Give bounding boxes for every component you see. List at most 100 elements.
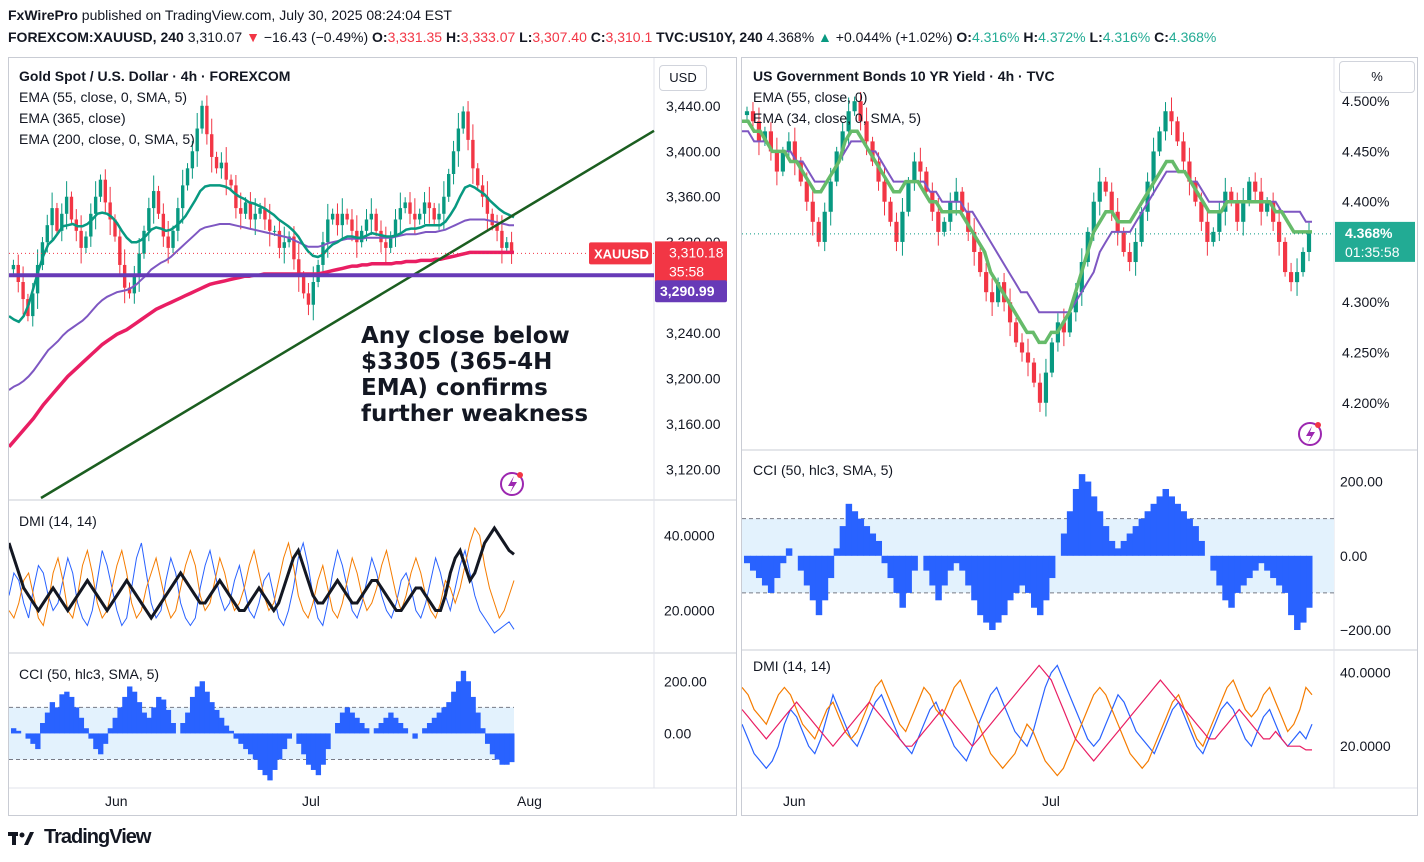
- gold-cci-bar: [397, 723, 404, 734]
- gold-candle: [287, 236, 291, 243]
- bond-ytick: 4.450%: [1342, 143, 1389, 159]
- sym2-change: +0.044% (+1.02%): [835, 29, 953, 45]
- bond-adx-line: [742, 664, 1312, 762]
- bond-cci-bar: [1013, 555, 1020, 593]
- note-line-4: further weakness: [361, 401, 589, 427]
- gold-cci-bar: [441, 707, 447, 734]
- gold-candle: [413, 213, 417, 220]
- bond-candle: [1235, 201, 1240, 222]
- gold-cci-bar: [393, 717, 399, 734]
- gold-cci-bar: [233, 733, 239, 739]
- gold-candle: [98, 179, 103, 197]
- gold-candle: [277, 230, 282, 248]
- bond-dmi-plus-line: [742, 664, 1313, 770]
- sym2-close: 4.368%: [1168, 29, 1217, 45]
- tradingview-footer[interactable]: TradingView: [8, 826, 151, 849]
- bond-candle: [1205, 221, 1210, 242]
- bond-candle: [1019, 342, 1025, 353]
- bond-candle: [882, 181, 887, 202]
- sym1-down-arrow: ▼: [246, 29, 260, 45]
- gold-cci-bar: [49, 702, 56, 734]
- bond-cci-bar: [881, 555, 888, 564]
- gold-cci-bar: [160, 699, 167, 734]
- gold-candle: [311, 282, 315, 305]
- gold-cci-bar: [223, 725, 230, 734]
- bond-candle: [1097, 181, 1102, 202]
- bond-cci-bar: [923, 555, 930, 571]
- gold-candle: [340, 213, 344, 226]
- gold-candle: [490, 213, 494, 226]
- annotation-note: Any close below $3305 (365-4H EMA) confi…: [361, 323, 588, 427]
- gold-candle: [89, 213, 93, 237]
- bond-candle: [1163, 111, 1168, 132]
- bond-cci-bar: [887, 555, 894, 579]
- gold-candle: [447, 174, 451, 197]
- gold-candle: [253, 213, 257, 220]
- gold-chart-panel[interactable]: 3,440.003,400.003,360.003,320.003,240.00…: [8, 57, 737, 816]
- gold-candle: [335, 213, 340, 226]
- gold-chart-title: Gold Spot / U.S. Dollar · 4h · FOREXCOM: [19, 68, 291, 84]
- sym1-last: 3,310.07: [187, 29, 243, 45]
- gold-candle: [84, 236, 88, 248]
- gold-cci-bar: [194, 686, 201, 734]
- gold-candle: [292, 236, 296, 260]
- gold-unit-button[interactable]: USD: [659, 65, 707, 91]
- gold-cci-bar: [136, 702, 143, 734]
- gold-cci-bar: [465, 681, 471, 734]
- gold-cci-bar: [262, 733, 268, 776]
- gold-ytick: 3,400.00: [666, 143, 721, 159]
- gold-candle: [190, 151, 195, 169]
- gold-xtick: Aug: [517, 793, 542, 809]
- bond-candle: [918, 161, 923, 172]
- bond-cci-bar: [1078, 474, 1086, 556]
- bond-unit-button[interactable]: %: [1339, 61, 1415, 93]
- bond-candle: [1151, 151, 1156, 182]
- bond-candle: [1133, 241, 1138, 263]
- bond-alert-dot: [1315, 422, 1321, 428]
- bond-cci-bar: [767, 555, 775, 593]
- gold-chart-svg[interactable]: 3,440.003,400.003,360.003,320.003,240.00…: [9, 58, 736, 815]
- gold-cci-bar: [383, 717, 389, 734]
- bond-cci-bar: [1156, 496, 1164, 556]
- gold-adx-line: [9, 525, 515, 621]
- bond-candle: [1025, 352, 1031, 363]
- gold-candle: [282, 242, 286, 248]
- bond-chart-svg[interactable]: 4.500% 4.450% 4.400% 4.300% 4.250% 4.200% 4.36…: [742, 58, 1417, 815]
- gold-candle: [147, 208, 151, 231]
- gold-candle: [205, 105, 209, 135]
- gold-cci-bar: [170, 723, 176, 734]
- publisher-name: FxWirePro: [8, 7, 78, 23]
- gold-countdown: 35:58: [669, 263, 704, 279]
- gold-candle: [417, 213, 422, 220]
- gold-ema365-line: [9, 218, 514, 391]
- bond-candle: [912, 161, 917, 182]
- bond-candle: [1283, 241, 1288, 273]
- bond-chart-panel[interactable]: 4.500% 4.450% 4.400% 4.300% 4.250% 4.200% 4.36…: [741, 57, 1418, 816]
- bond-cci-bar: [1001, 555, 1008, 616]
- gold-symbol-label: XAUUSD: [594, 246, 649, 261]
- gold-cci-bar: [494, 733, 500, 760]
- gold-ema-legend-1: EMA (55, close, 0, SMA, 5): [19, 89, 188, 105]
- sym2-name: TVC:US10Y, 240: [656, 29, 763, 45]
- gold-cci-bar: [44, 712, 51, 734]
- sym1-name: FOREXCOM:XAUUSD, 240: [8, 29, 184, 45]
- gold-cci-bar: [373, 728, 380, 734]
- gold-cci-bar: [504, 733, 510, 765]
- bond-cci-bar: [773, 555, 781, 579]
- bond-dmi-legend: DMI (14, 14): [753, 658, 831, 674]
- gold-cci-bar: [388, 712, 394, 734]
- bond-candle: [1145, 181, 1150, 212]
- sym1-low: 3,307.40: [532, 29, 587, 45]
- gold-cci-bar: [15, 730, 22, 734]
- gold-cci-bar: [315, 733, 322, 776]
- bond-candle: [1007, 302, 1013, 323]
- gold-candle: [69, 196, 74, 220]
- gold-cci-bar: [306, 733, 312, 765]
- gold-cci-bar: [320, 733, 326, 765]
- bond-cci-bar: [1102, 526, 1110, 556]
- gold-cci-bar: [69, 696, 75, 734]
- note-line-1: Any close below: [361, 323, 570, 349]
- gold-cci-bar: [339, 712, 346, 734]
- bond-candle: [1277, 221, 1282, 242]
- gold-cci-bar: [83, 728, 89, 734]
